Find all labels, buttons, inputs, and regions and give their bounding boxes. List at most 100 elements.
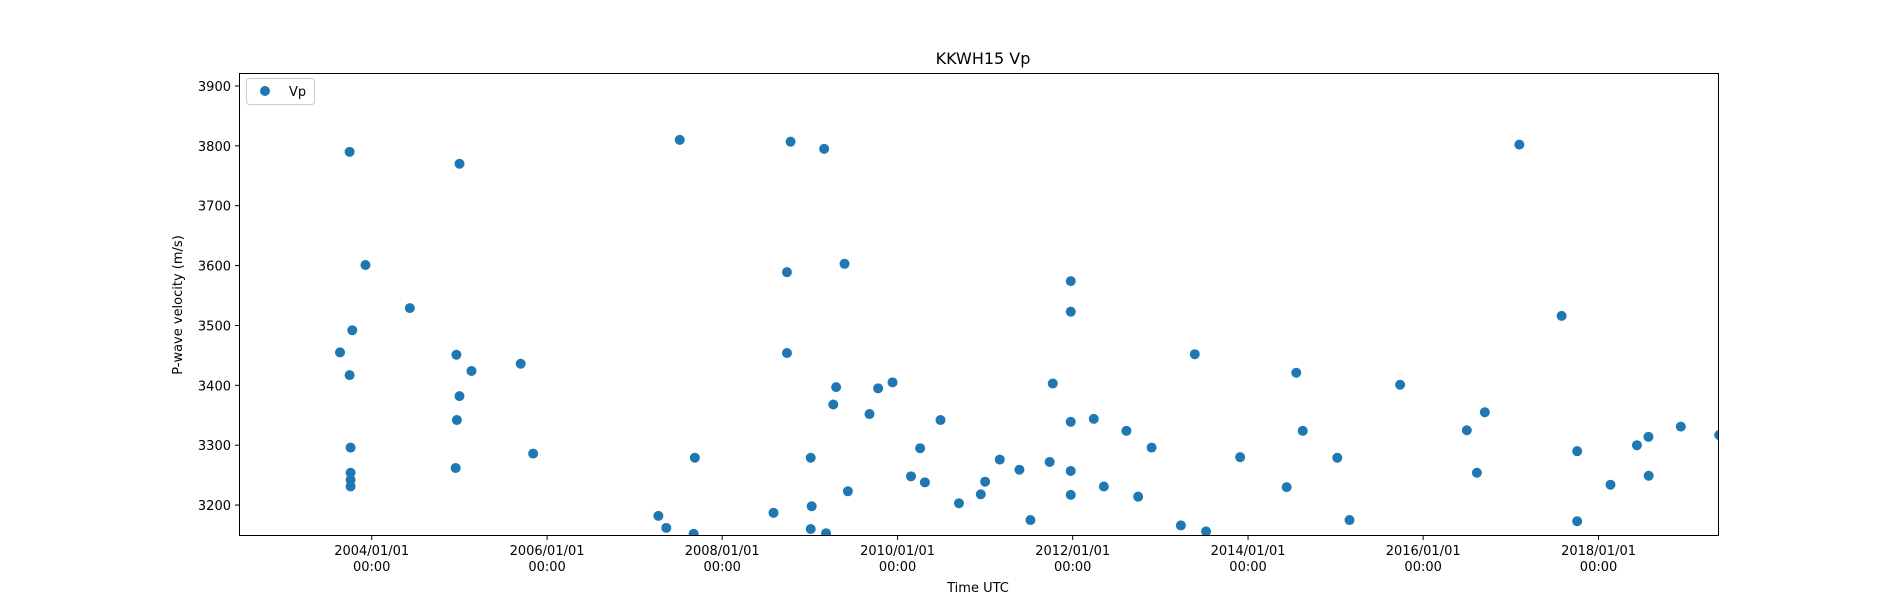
data-point [345, 481, 356, 492]
data-point [1175, 520, 1186, 531]
data-point [887, 377, 898, 388]
data-point [1643, 431, 1654, 442]
data-point [864, 409, 875, 420]
data-point [1065, 306, 1076, 317]
x-axis: 2004/01/0100:002006/01/0100:002008/01/01… [334, 535, 1636, 575]
data-point [1098, 481, 1109, 492]
data-point [653, 510, 664, 521]
y-axis-label: P-wave velocity (m/s) [171, 235, 186, 375]
data-point [344, 370, 355, 381]
data-point [1735, 378, 1745, 388]
data-point [821, 528, 832, 535]
data-point [919, 477, 930, 488]
data-point [806, 501, 817, 512]
data-point [1755, 377, 1765, 387]
data-point [454, 158, 465, 169]
data-point [688, 528, 699, 535]
x-tick-label-date: 2004/01/01 [334, 544, 409, 559]
data-point [781, 347, 792, 358]
data-point [1572, 516, 1583, 527]
data-point [454, 391, 465, 402]
data-point [1675, 421, 1686, 432]
data-point [1281, 482, 1292, 493]
data-point [915, 443, 926, 454]
x-tick-label-time: 00:00 [703, 560, 740, 575]
data-point [1014, 464, 1025, 475]
data-point [347, 325, 358, 336]
x-tick-label-date: 2006/01/01 [510, 544, 585, 559]
data-point [785, 136, 796, 147]
data-point [450, 462, 461, 473]
data-point [1121, 425, 1132, 436]
data-point [674, 134, 685, 145]
data-point [873, 383, 884, 394]
data-point [842, 486, 853, 497]
data-point [1880, 520, 1890, 530]
data-point [1572, 446, 1583, 457]
y-axis: 3200 3300 3400 3500 3600 3700 3800 3900 [198, 80, 240, 514]
data-point [661, 522, 672, 533]
x-tick-label-time: 00:00 [528, 560, 565, 575]
y-tick-label: 3300 [198, 439, 231, 454]
data-point [1514, 139, 1525, 150]
data-point [345, 467, 356, 478]
data-point [980, 476, 991, 487]
x-tick-label-time: 00:00 [1404, 560, 1441, 575]
data-point [953, 498, 964, 509]
data-point [1461, 425, 1472, 436]
data-point [335, 347, 346, 358]
data-point [1297, 425, 1308, 436]
data-point [466, 365, 477, 376]
data-point [689, 452, 700, 463]
data-point [404, 303, 415, 314]
data-point [1643, 470, 1654, 481]
data-point [1291, 367, 1302, 378]
data-point [1837, 468, 1847, 478]
data-point [828, 399, 839, 410]
data-point [905, 471, 916, 482]
data-point [1044, 456, 1055, 467]
data-point [805, 524, 816, 535]
legend: Vp [246, 78, 315, 105]
x-tick-label-time: 00:00 [879, 560, 916, 575]
data-point [1479, 407, 1490, 418]
data-point [1189, 349, 1200, 360]
x-tick-label-date: 2008/01/01 [685, 544, 760, 559]
data-point [1631, 440, 1642, 451]
data-point [451, 415, 462, 426]
data-point [515, 358, 526, 369]
x-tick-label-date: 2010/01/01 [860, 544, 935, 559]
data-point [1818, 450, 1828, 460]
y-tick-label: 3500 [198, 319, 231, 334]
data-point [1332, 452, 1343, 463]
x-tick-label-time: 00:00 [1229, 560, 1266, 575]
data-point [1556, 310, 1567, 321]
plot-area-frame [239, 73, 1719, 536]
x-axis-label: Time UTC [946, 581, 1009, 596]
series-vp-points [335, 134, 1890, 535]
data-point [1088, 413, 1099, 424]
data-point [994, 454, 1005, 465]
y-tick-label: 3800 [198, 140, 231, 155]
y-tick-label: 3600 [198, 260, 231, 275]
chart-title: KKWH15 Vp [936, 49, 1031, 68]
x-tick-label-time: 00:00 [1580, 560, 1617, 575]
data-point [975, 489, 986, 500]
x-tick-label-time: 00:00 [1054, 560, 1091, 575]
data-point [935, 415, 946, 426]
legend-frame [246, 78, 315, 105]
data-point [344, 146, 355, 157]
data-point [781, 267, 792, 278]
x-tick-label-time: 00:00 [353, 560, 390, 575]
data-point [1025, 515, 1036, 526]
y-tick-label: 3700 [198, 200, 231, 215]
data-point [1065, 465, 1076, 476]
data-point [1065, 489, 1076, 500]
x-tick-label-date: 2016/01/01 [1386, 544, 1461, 559]
legend-marker-vp [260, 86, 270, 96]
y-tick-label: 3400 [198, 379, 231, 394]
data-point [805, 452, 816, 463]
data-point [768, 507, 779, 518]
data-point [1861, 300, 1871, 310]
